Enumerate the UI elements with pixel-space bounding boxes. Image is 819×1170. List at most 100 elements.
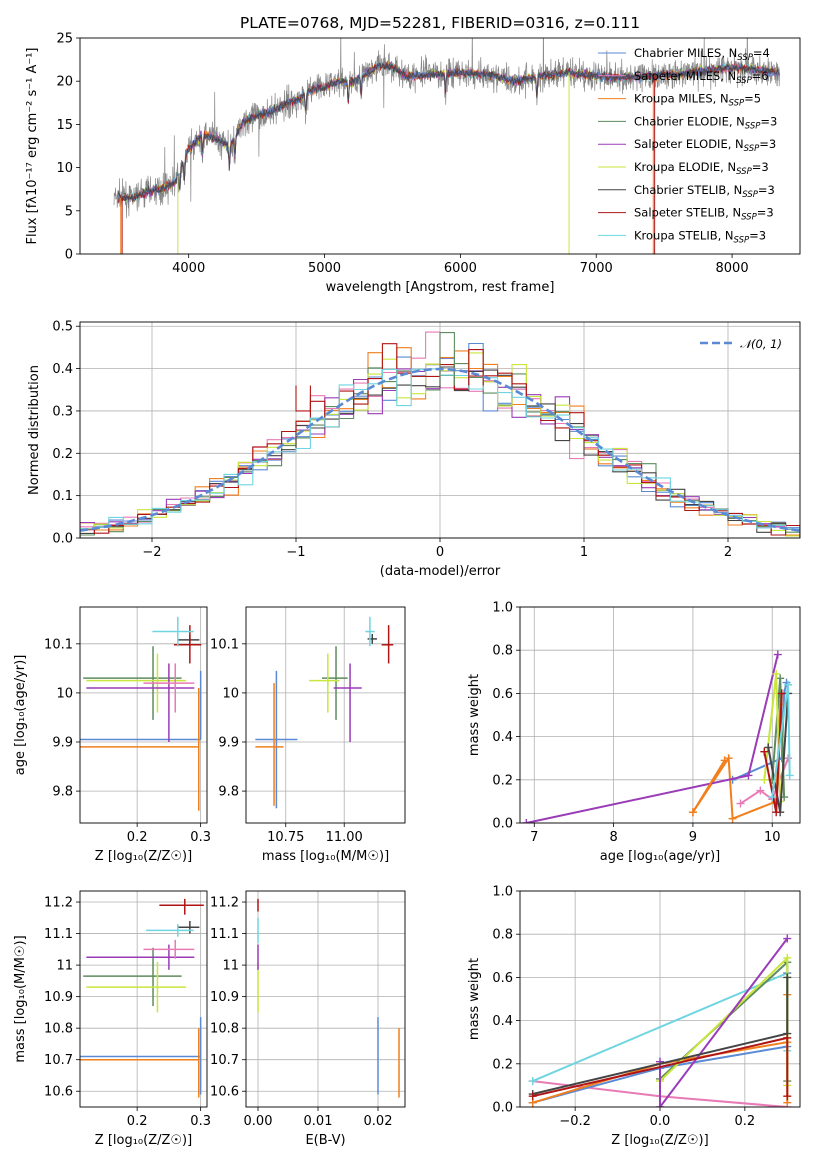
x-tick-label: 7000 — [580, 261, 613, 276]
y-tick-label: 10.7 — [44, 1053, 73, 1068]
x-axis-label: wavelength [Angstrom, rest frame] — [326, 280, 555, 295]
y-tick-label: 25 — [56, 32, 73, 47]
y-tick-label: 0.8 — [492, 644, 513, 659]
x-tick-label: 1 — [580, 545, 588, 560]
y-tick-label: 11.1 — [44, 927, 73, 942]
x-tick-label: 0.2 — [127, 1114, 148, 1129]
plot-area — [257, 898, 400, 1098]
plot-area — [80, 898, 204, 1098]
x-tick-label: 0 — [436, 545, 444, 560]
legend-text: Chabrier ELODIE, N — [634, 114, 745, 128]
chart-massweight-vs-age: 7 8 9 10 0.0 0.2 0.4 0.6 0.8 1.0 age [log₁₀(age/yr… — [467, 601, 801, 864]
y-tick-label: 9.8 — [218, 785, 239, 800]
data-point-blue — [80, 1017, 202, 1095]
legend-subscript: SSP — [744, 144, 760, 154]
x-tick-label: 10.75 — [267, 830, 304, 845]
legend-text: Kroupa MILES, N — [634, 92, 729, 106]
axes-frame — [79, 606, 208, 824]
weight-line-purple — [526, 654, 779, 823]
y-tick-label: 9.8 — [52, 785, 73, 800]
data-point-orange — [80, 1028, 200, 1098]
data-point-pink — [143, 939, 195, 959]
y-tick-label: 10.9 — [210, 990, 239, 1005]
y-tick-label: 0.4 — [52, 362, 73, 377]
x-tick-label: −0.2 — [559, 1114, 591, 1129]
data-point-darkgray — [367, 634, 377, 644]
weight-marker — [773, 650, 782, 659]
chart-age-vs-mass: 10.75 11.00 9.8 9.9 10 10.1 mass [log₁₀(M/M☉)] — [210, 606, 406, 864]
x-tick-label: 0.02 — [364, 1114, 393, 1129]
weight-marker — [688, 808, 697, 817]
y-tick-label: 0.8 — [492, 928, 513, 943]
y-tick-label: 10.9 — [44, 990, 73, 1005]
data-point-cyan — [152, 616, 194, 647]
weight-marker — [756, 786, 765, 795]
y-tick-label: 11.2 — [44, 896, 73, 911]
y-axis-label: mass weight — [467, 674, 482, 756]
legend-text: Salpeter MILES, N — [634, 69, 736, 83]
legend-value: =3 — [749, 228, 766, 242]
x-tick-label: 11.00 — [326, 830, 363, 845]
data-point-lime — [86, 961, 187, 1013]
x-tick-label: 4000 — [172, 261, 205, 276]
x-tick-label: 0.2 — [735, 1114, 756, 1129]
data-point-lime — [309, 653, 340, 713]
weight-marker — [760, 775, 769, 784]
legend-subscript: SSP — [736, 76, 752, 86]
x-tick-label: 0.01 — [304, 1114, 333, 1129]
weight-marker — [528, 1092, 537, 1101]
legend-entry: Chabrier STELIB, NSSP=3 — [634, 183, 775, 200]
plot-area — [528, 934, 792, 1107]
x-tick-label: 0.2 — [127, 830, 148, 845]
data-point-orange — [80, 688, 200, 811]
y-tick-label: 10 — [56, 686, 73, 701]
y-axis-label: mass weight — [467, 958, 482, 1040]
legend-entry: 𝒩(0, 1) — [740, 337, 782, 351]
weight-marker — [783, 953, 792, 962]
chart-residuals: −2 −1 0 1 2 0.0 0.1 0.2 0.3 0.4 0.5 (data-model)/er… — [27, 320, 801, 579]
legend-value: =3 — [757, 206, 774, 220]
x-tick-label: 5000 — [308, 261, 341, 276]
legend-text: Chabrier MILES, N — [634, 46, 737, 60]
y-tick-label: 10.6 — [210, 1085, 239, 1100]
x-axis-label: mass [log₁₀(M/M☉)] — [262, 849, 389, 864]
y-tick-label: 10 — [222, 686, 239, 701]
y-tick-label: 10.1 — [44, 637, 73, 652]
chart-massweight-vs-Z: −0.2 0.0 0.2 0.0 0.2 0.4 0.6 0.8 1.0 Z [log₁₀(Z/Z… — [467, 885, 801, 1148]
plot-area — [113, 38, 780, 254]
legend-text: Salpeter STELIB, N — [634, 206, 741, 220]
weight-marker — [772, 808, 781, 817]
legend-entry: Salpeter STELIB, NSSP=3 — [634, 206, 774, 223]
axes-frame — [79, 321, 801, 539]
y-tick-label: 11.1 — [210, 927, 239, 942]
data-point-blue — [255, 670, 298, 809]
legend-subscript: SSP — [734, 235, 750, 245]
y-tick-label: 0.0 — [52, 532, 73, 547]
y-tick-label: 0 — [65, 248, 73, 263]
data-point-orange — [255, 683, 284, 806]
weight-marker — [784, 680, 793, 689]
y-tick-label: 0.2 — [492, 773, 513, 788]
legend-entry: Salpeter ELODIE, NSSP=3 — [634, 137, 776, 154]
x-tick-label: 0.3 — [190, 830, 211, 845]
data-point-red — [381, 625, 394, 664]
y-tick-label: 10 — [56, 161, 73, 176]
y-tick-label: 0.4 — [492, 1014, 513, 1029]
y-tick-label: 0.0 — [492, 1101, 513, 1116]
data-point-blue — [80, 670, 202, 741]
y-tick-label: 10.7 — [210, 1053, 239, 1068]
legend-value: =3 — [760, 114, 777, 128]
histogram-peak-bin — [295, 385, 311, 412]
weight-marker — [777, 689, 786, 698]
y-tick-label: 11 — [56, 959, 73, 974]
y-axis-label: Flux [fλ10⁻¹⁷ erg cm⁻² s⁻¹ A⁻¹] — [25, 48, 40, 245]
x-tick-label: −2 — [142, 545, 161, 560]
legend-value: =3 — [759, 137, 776, 151]
y-axis-label: age [log₁₀(age/yr)] — [13, 655, 28, 776]
x-tick-label: 6000 — [444, 261, 477, 276]
y-tick-label: 9.9 — [52, 736, 73, 751]
x-axis-label: E(B-V) — [305, 1133, 345, 1148]
legend-text: Salpeter ELODIE, N — [634, 137, 744, 151]
legend-entry: Salpeter MILES, NSSP=6 — [634, 69, 769, 86]
